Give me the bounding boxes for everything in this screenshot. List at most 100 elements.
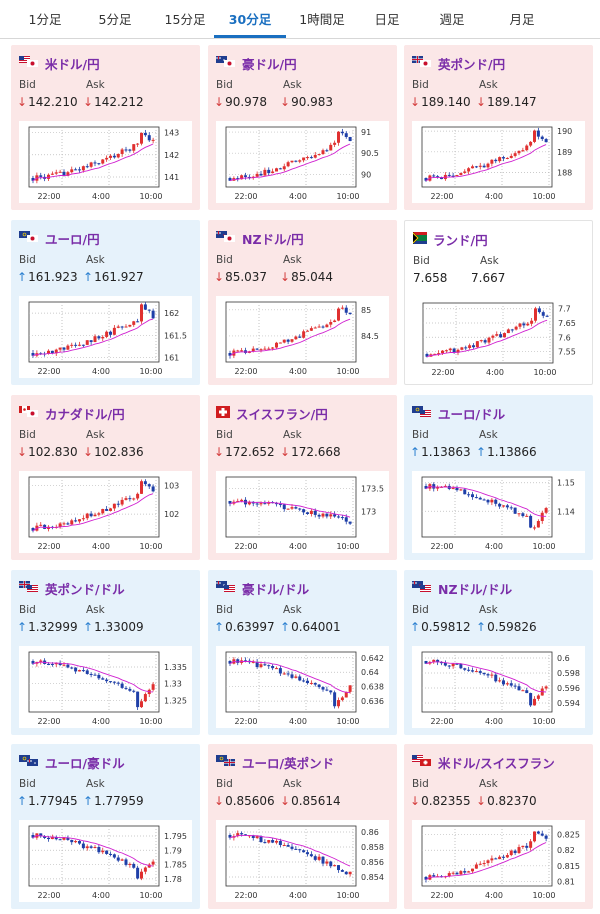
price-chart[interactable]: 103 102 22:00 4:00 10:00 <box>19 471 192 553</box>
candle-body <box>329 514 333 517</box>
rate-card-title[interactable]: 豪ドル/円 <box>216 54 297 72</box>
ask-value-text: 161.927 <box>94 270 144 284</box>
pair-name[interactable]: 豪ドル/円 <box>242 57 297 72</box>
rate-card-title[interactable]: ユーロ/円 <box>19 229 100 247</box>
rate-card[interactable]: スイスフラン/円 Bid Ask ↓172.652 ↓172.668 173.5 173 22… <box>208 395 397 560</box>
rate-card[interactable]: 豪ドル/円 Bid Ask ↓90.978 ↓90.983 91 90.5 90 22:00 4:… <box>208 45 397 210</box>
candle-body <box>151 310 155 319</box>
moving-average-line <box>229 834 351 867</box>
rate-card-title[interactable]: ユーロ/豪ドル <box>19 753 125 771</box>
price-chart[interactable]: 91 90.5 90 22:00 4:00 10:00 <box>216 121 389 203</box>
tab-7[interactable]: 月足 <box>509 12 535 27</box>
tab-4[interactable]: 1時間足 <box>299 12 345 27</box>
rate-card-title[interactable]: カナダドル/円 <box>19 404 125 422</box>
candle-body <box>533 698 536 706</box>
rate-card-title[interactable]: ユーロ/ドル <box>412 404 506 422</box>
candle-body <box>441 350 444 354</box>
price-chart[interactable]: 0.6 0.598 0.596 0.594 22:00 4:00 10:00 <box>412 646 585 728</box>
rate-card-title[interactable]: ユーロ/英ポンド <box>216 753 335 771</box>
rate-card[interactable]: 豪ドル/ドル Bid Ask ↑0.63997 ↑0.64001 0.642 0.64 0.6… <box>208 570 397 735</box>
pair-name[interactable]: NZドル/円 <box>242 232 304 247</box>
pair-name[interactable]: ユーロ/円 <box>45 232 100 247</box>
ask-value-text: 102.836 <box>94 445 144 459</box>
price-chart[interactable]: 143 142 141 22:00 4:00 10:00 <box>19 121 192 203</box>
candle-body <box>302 509 306 513</box>
rate-card[interactable]: ユーロ/豪ドル Bid Ask ↑1.77945 ↑1.77959 1.795 1.79 1.… <box>11 744 200 909</box>
tab-6[interactable]: 週足 <box>439 12 465 27</box>
rate-card[interactable]: 米ドル/スイスフラン Bid Ask ↓0.82355 ↓0.82370 0.825 0.8… <box>404 744 593 909</box>
rate-card[interactable]: 英ポンド/ドル Bid Ask ↑1.32999 ↑1.33009 1.335 1.33 1.… <box>11 570 200 735</box>
au-us-flag-icon <box>216 581 236 596</box>
candle-body <box>116 153 120 158</box>
rate-card[interactable]: 英ポンド/円 Bid Ask ↓189.140 ↓189.147 190 189 188 22:… <box>404 45 593 210</box>
pair-name[interactable]: ユーロ/英ポンド <box>242 756 335 771</box>
candle-body <box>290 160 294 163</box>
price-chart[interactable]: 1.15 1.14 22:00 4:00 10:00 <box>412 471 585 553</box>
candle-body <box>109 508 112 511</box>
rate-card-title[interactable]: 豪ドル/ドル <box>216 579 310 597</box>
price-chart[interactable]: 1.335 1.33 1.325 22:00 4:00 10:00 <box>19 646 192 728</box>
tab-5[interactable]: 日足 <box>374 12 400 27</box>
pair-name[interactable]: ユーロ/ドル <box>438 407 506 422</box>
candlestick-chart: 173.5 173 22:00 4:00 10:00 <box>225 476 384 551</box>
price-chart[interactable]: 7.7 7.65 7.6 7.55 22:00 4:00 10:00 <box>413 297 586 379</box>
pair-name[interactable]: 米ドル/スイスフラン <box>438 756 555 771</box>
rate-card[interactable]: ユーロ/英ポンド Bid Ask ↓0.85606 ↓0.85614 0.86 0.858 0… <box>208 744 397 909</box>
candle-body <box>298 508 302 510</box>
rate-card-title[interactable]: 英ポンド/ドル <box>19 579 125 597</box>
y-tick-label: 7.55 <box>558 348 576 357</box>
pair-name[interactable]: スイスフラン/円 <box>236 407 328 422</box>
pair-name[interactable]: 米ドル/円 <box>45 57 100 72</box>
price-chart[interactable]: 0.86 0.858 0.856 0.854 22:00 4:00 10:00 <box>216 820 389 902</box>
rate-card[interactable]: ユーロ/ドル Bid Ask ↑1.13863 ↑1.13866 1.15 1.14 22:0… <box>404 395 593 560</box>
candle-body <box>502 157 505 159</box>
rate-card[interactable]: ランド/円 Bid Ask 7.658 7.667 7.7 7.65 7.6 7.55 22:00… <box>404 220 593 385</box>
pair-name[interactable]: NZドル/ドル <box>438 582 513 597</box>
price-chart[interactable]: 173.5 173 22:00 4:00 10:00 <box>216 471 389 553</box>
rate-card-title[interactable]: スイスフラン/円 <box>216 404 328 422</box>
rate-card[interactable]: カナダドル/円 Bid Ask ↓102.830 ↓102.836 103 102 22:00… <box>11 395 200 560</box>
candle-body <box>329 144 333 151</box>
candle-body <box>247 501 251 505</box>
pair-name[interactable]: カナダドル/円 <box>45 407 125 422</box>
eu-au-flag-icon <box>19 755 39 770</box>
pair-name[interactable]: 豪ドル/ドル <box>242 582 310 597</box>
candle-body <box>282 845 286 847</box>
candle-body <box>109 331 112 335</box>
rate-card-title[interactable]: ランド/円 <box>412 230 488 248</box>
rate-card[interactable]: NZドル/円 Bid Ask ↓85.037 ↓85.044 85 84.5 22:00 4:0… <box>208 220 397 385</box>
candle-body <box>62 664 66 666</box>
rate-card-title[interactable]: NZドル/円 <box>216 229 304 247</box>
price-chart[interactable]: 190 189 188 22:00 4:00 10:00 <box>412 121 585 203</box>
tab-0[interactable]: 1分足 <box>28 12 62 27</box>
candle-body <box>93 336 97 343</box>
rate-card-title[interactable]: 米ドル/スイスフラン <box>412 753 555 771</box>
tab-1[interactable]: 5分足 <box>98 12 132 27</box>
candle-body <box>128 688 132 691</box>
tab-3[interactable]: 30分足 <box>214 0 286 38</box>
tab-2[interactable]: 15分足 <box>164 12 206 27</box>
price-chart[interactable]: 1.795 1.79 1.785 1.78 22:00 4:00 10:00 <box>19 820 192 902</box>
price-chart[interactable]: 0.642 0.64 0.638 0.636 22:00 4:00 10:00 <box>216 646 389 728</box>
candle-body <box>128 149 132 151</box>
pair-name[interactable]: 英ポンド/ドル <box>45 582 125 597</box>
rate-card[interactable]: 米ドル/円 Bid Ask ↓142.210 ↓142.212 143 142 141 22:0… <box>11 45 200 210</box>
rate-card[interactable]: NZドル/ドル Bid Ask ↑0.59812 ↑0.59826 0.6 0.598 0.5… <box>404 570 593 735</box>
rate-card-title[interactable]: NZドル/ドル <box>412 579 513 597</box>
bid-value: ↓90.978 <box>214 95 267 109</box>
pair-name[interactable]: 英ポンド/円 <box>438 57 506 72</box>
price-chart[interactable]: 85 84.5 22:00 4:00 10:00 <box>216 296 389 378</box>
rate-card[interactable]: ユーロ/円 Bid Ask ↑161.923 ↑161.927 162 161.5 161 22… <box>11 220 200 385</box>
rate-card-title[interactable]: 英ポンド/円 <box>412 54 506 72</box>
rate-card-title[interactable]: 米ドル/円 <box>19 54 100 72</box>
price-chart[interactable]: 162 161.5 161 22:00 4:00 10:00 <box>19 296 192 378</box>
candle-body <box>451 487 455 489</box>
candle-body <box>509 850 513 856</box>
candle-body <box>432 484 436 489</box>
pair-name[interactable]: ユーロ/豪ドル <box>45 756 125 771</box>
candle-body <box>463 668 467 670</box>
price-chart[interactable]: 0.825 0.82 0.815 0.81 22:00 4:00 10:00 <box>412 820 585 902</box>
pair-name[interactable]: ランド/円 <box>433 233 488 248</box>
candle-body <box>540 136 544 140</box>
candle-body <box>109 681 112 683</box>
